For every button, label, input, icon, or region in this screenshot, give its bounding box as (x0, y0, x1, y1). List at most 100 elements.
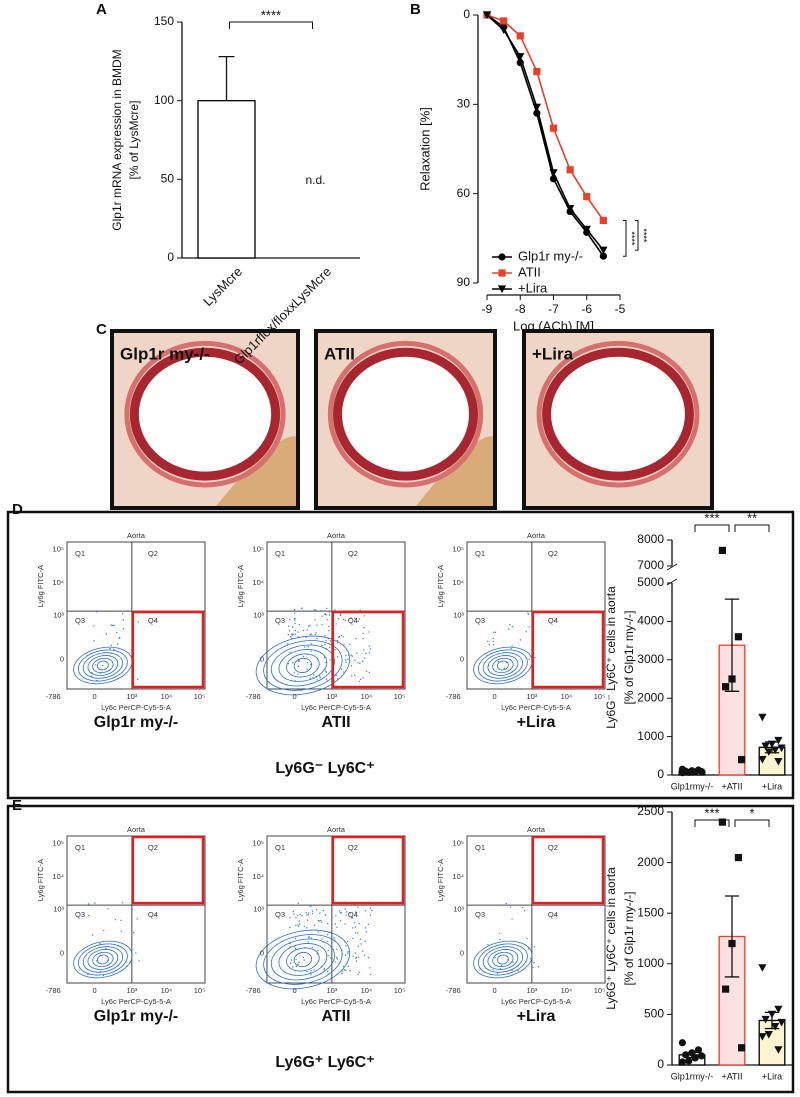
data-point (728, 675, 736, 683)
event-dot (294, 937, 297, 940)
event-dot (314, 619, 316, 621)
data-point (774, 1005, 783, 1014)
event-dot (358, 680, 360, 682)
event-dot (294, 633, 296, 635)
y-tick-label: 0 (167, 250, 174, 264)
contour (87, 655, 119, 676)
event-dot (347, 952, 349, 954)
event-dot (306, 661, 309, 664)
event-dot (367, 923, 370, 926)
event-dot (102, 974, 105, 977)
event-dot (341, 972, 343, 974)
event-dot (306, 629, 308, 631)
y-axis-label: Ly6G⁺ Ly6C⁺ cells in aorta (604, 867, 618, 1010)
contour (82, 946, 124, 973)
flow-y-tick: 10⁴ (452, 872, 464, 881)
event-dot (351, 927, 354, 929)
marker (599, 246, 608, 255)
event-dot (364, 910, 367, 912)
event-dot (310, 643, 313, 645)
flow-x-tick: -786 (446, 692, 461, 701)
contour (255, 635, 351, 696)
event-dot (487, 640, 489, 642)
event-dot (306, 970, 308, 973)
contour (482, 652, 524, 679)
significance-bracket (635, 219, 639, 251)
event-dot (359, 678, 362, 681)
event-dot (323, 967, 325, 970)
event-dot (336, 958, 338, 960)
event-dot (344, 654, 347, 657)
event-dot (354, 926, 357, 928)
event-dot (110, 624, 113, 626)
data-point (761, 742, 770, 751)
event-dot (325, 639, 327, 642)
event-dot (368, 645, 370, 647)
event-dot (339, 614, 342, 617)
tissue (414, 436, 495, 508)
y-tick-label: 4000 (637, 614, 664, 628)
data-point (685, 768, 693, 776)
event-dot (355, 957, 357, 959)
event-dot (324, 914, 326, 916)
data-point (758, 756, 767, 764)
quadrant-label: Q1 (475, 843, 485, 852)
event-dot (343, 618, 345, 621)
vessel-wall (327, 340, 484, 488)
flow-x-tick: 10⁴ (361, 692, 373, 701)
event-dot (326, 618, 328, 621)
data-point (722, 985, 730, 993)
data-point (777, 1018, 786, 1027)
event-dot (328, 611, 331, 613)
flow-plot (466, 541, 606, 690)
event-dot (113, 624, 115, 627)
event-dot (350, 664, 353, 667)
event-dot (289, 917, 291, 919)
event-dot (351, 916, 354, 919)
image-label: ATII (324, 344, 355, 363)
event-dot (311, 910, 314, 912)
event-dot (319, 919, 322, 922)
event-dot (342, 636, 344, 638)
event-dot (365, 652, 367, 655)
event-dot (363, 615, 365, 617)
event-dot (316, 638, 318, 640)
event-dot (291, 634, 293, 636)
event-dot (315, 632, 317, 634)
contour (263, 640, 343, 691)
event-dot (344, 954, 347, 956)
significance-bracket (734, 819, 770, 827)
flow-x-tick: 10⁵ (194, 986, 205, 995)
quadrant-label: Q3 (475, 910, 485, 919)
event-dot (325, 678, 328, 680)
flow-title: Aorta (127, 531, 146, 540)
event-dot (357, 973, 359, 976)
event-dot (308, 912, 310, 914)
flow-plot (66, 835, 206, 984)
event-dot (327, 954, 329, 957)
event-dot (313, 924, 316, 926)
flow-y-tick: 10⁴ (252, 578, 264, 587)
y-axis-label: [% of LysMcre] (127, 101, 141, 180)
event-dot (301, 610, 303, 612)
event-dot (357, 906, 359, 908)
event-dot (291, 633, 293, 635)
event-dot (302, 655, 305, 658)
data-point (774, 736, 783, 745)
event-dot (294, 612, 296, 614)
flow-x-tick: 10⁵ (394, 986, 405, 995)
flow-x-tick: 10³ (326, 692, 337, 701)
event-dot (511, 645, 513, 647)
data-point (771, 1022, 780, 1031)
y-tick-label: 1000 (637, 956, 664, 970)
event-dot (362, 638, 364, 640)
gate-highlight (331, 610, 405, 689)
event-dot (511, 969, 513, 972)
event-dot (306, 914, 308, 916)
series-line (486, 14, 605, 221)
event-dot (302, 629, 305, 632)
flow-x-tick: 0 (93, 986, 97, 995)
event-dot (294, 619, 296, 621)
contour (293, 657, 313, 674)
flow-y-label: Ly6g FITC-A (236, 565, 245, 607)
